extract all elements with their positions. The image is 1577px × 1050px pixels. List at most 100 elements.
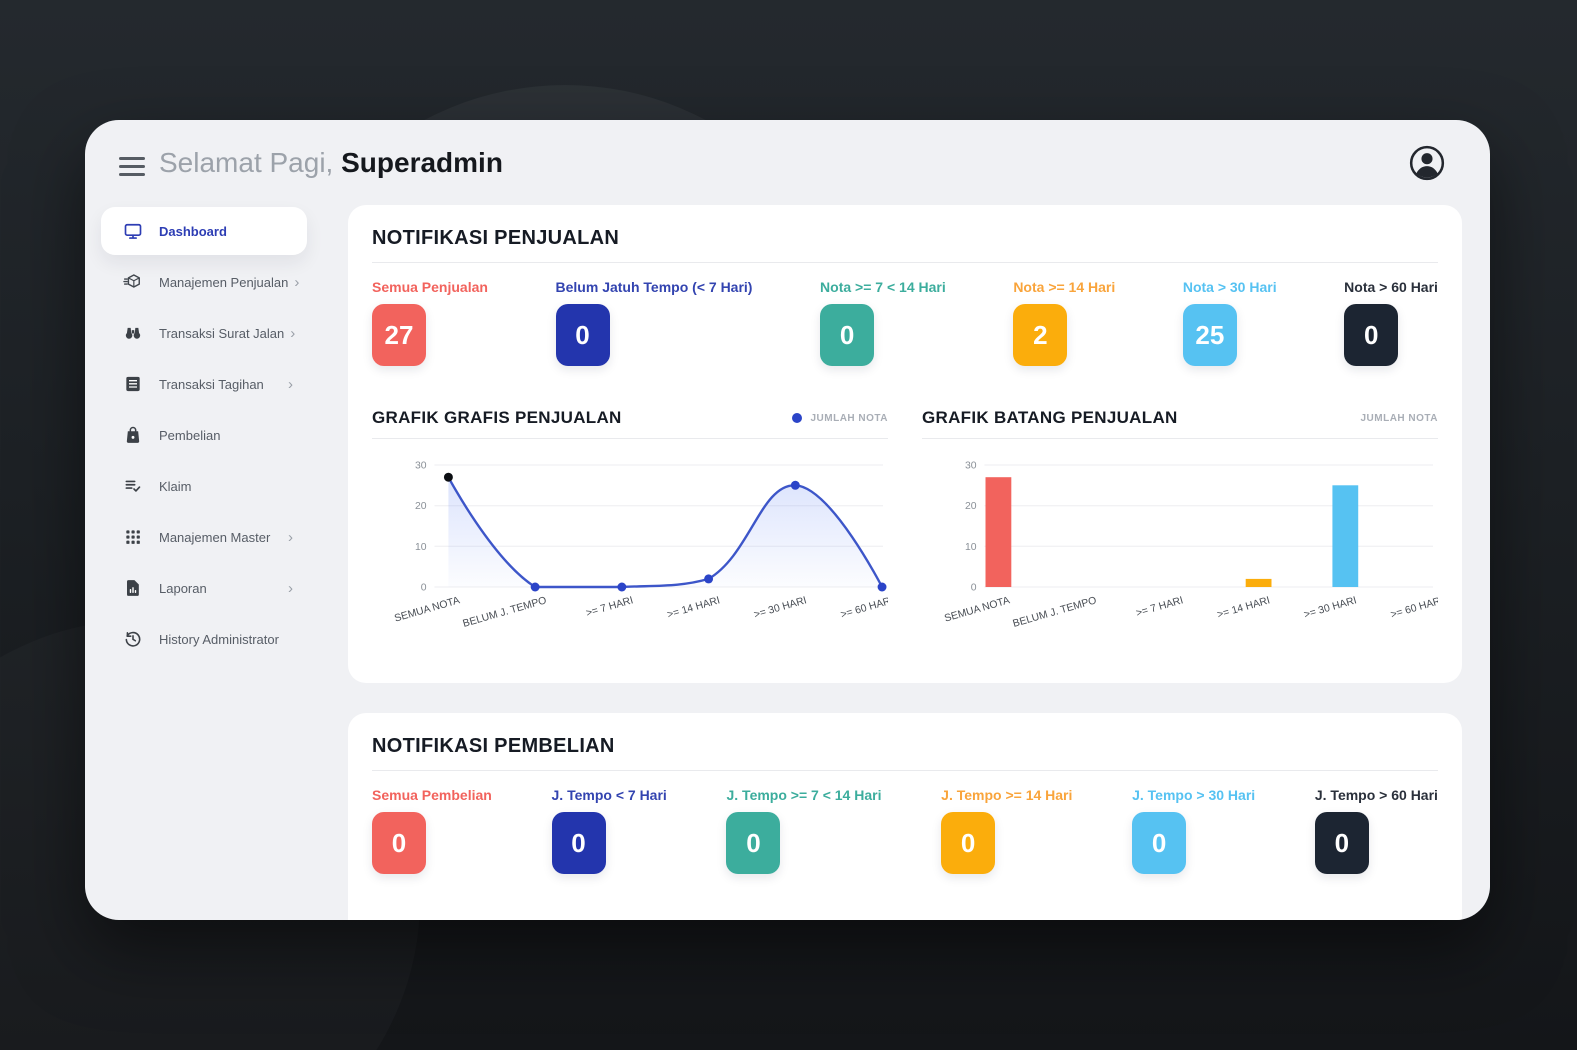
x-axis-label: >= 60 HARI	[840, 595, 888, 621]
bar-chart-block: GRAFIK BATANG PENJUALAN JUMLAH NOTA 0 10 2…	[922, 408, 1438, 632]
sidebar-item-dashboard[interactable]: Dashboard	[101, 207, 307, 255]
stat-value-badge: 27	[372, 304, 426, 366]
invoice-icon	[123, 374, 143, 394]
divider	[372, 438, 888, 439]
y-axis-label: 20	[415, 501, 427, 512]
data-point	[704, 574, 714, 584]
stat-value-badge: 0	[372, 812, 426, 874]
stat-label: Nota >= 7 < 14 Hari	[820, 279, 946, 295]
stat-card-nota-14-hari: Nota >= 14 Hari 2	[1013, 279, 1115, 366]
stat-card-nota-7-14-hari: Nota >= 7 < 14 Hari 0	[820, 279, 946, 366]
divider	[922, 438, 1438, 439]
stat-value: 0	[575, 319, 590, 350]
x-axis-label: >= 7 HARI	[1135, 595, 1185, 619]
sidebar-item-transaksi-tagihan[interactable]: Transaksi Tagihan ›	[101, 360, 307, 408]
sidebar: Dashboard Manajemen Penjualan › Transaksi S…	[85, 207, 340, 666]
data-point	[617, 582, 627, 592]
checklist-icon	[123, 476, 143, 496]
stat-value: 0	[1363, 319, 1379, 350]
monitor-icon	[123, 221, 143, 241]
grid-icon	[123, 527, 143, 547]
pembelian-section-title: NOTIFIKASI PEMBELIAN	[372, 735, 615, 757]
y-axis-label: 30	[415, 460, 427, 471]
chevron-right-icon: ›	[288, 528, 293, 546]
greeting-text: Selamat Pagi,	[159, 147, 334, 178]
stat-value-badge: 0	[820, 304, 875, 366]
data-point	[877, 582, 887, 592]
x-axis-label: >= 14 HARI	[1216, 595, 1271, 621]
bar-chart-legend: JUMLAH NOTA	[1360, 413, 1438, 424]
stat-value-badge: 0	[941, 812, 996, 874]
stat-card-j-tempo-7-14-hari: J. Tempo >= 7 < 14 Hari 0	[726, 787, 881, 874]
sidebar-item-history-administrator[interactable]: History Administrator	[101, 615, 307, 663]
pembelian-panel: NOTIFIKASI PEMBELIAN Semua Pembelian 0 J. …	[348, 713, 1462, 920]
chevron-right-icon: ›	[288, 579, 293, 597]
package-icon	[123, 272, 143, 292]
legend-dot-icon	[792, 413, 803, 423]
bar-chart: 0 10 20 30 SEMUA NOTA BELUM J. TEMPO >= 7 HARI…	[943, 460, 1438, 629]
stat-card-nota-60-hari: Nota > 60 Hari 0	[1344, 279, 1438, 366]
stat-value-badge: 0	[726, 812, 781, 874]
stat-value: 25	[1195, 319, 1225, 350]
stat-label: Nota >= 14 Hari	[1013, 279, 1116, 295]
menu-toggle-icon[interactable]	[119, 157, 145, 176]
bar	[1245, 578, 1272, 587]
report-icon	[123, 578, 143, 598]
sidebar-item-transaksi-surat-jalan[interactable]: Transaksi Surat Jalan ›	[101, 309, 307, 357]
area-fill	[448, 477, 883, 587]
sidebar-item-klaim[interactable]: Klaim	[101, 462, 307, 510]
data-point	[530, 582, 540, 592]
chevron-right-icon: ›	[290, 324, 296, 342]
x-axis-label: SEMUA NOTA	[943, 595, 1011, 624]
stat-value: 0	[746, 827, 761, 858]
pembelian-stats-row: Semua Pembelian 0 J. Tempo < 7 Hari 0 J. Tem…	[372, 787, 1438, 874]
app-window: Selamat Pagi, Superadmin Dashboard Manaje…	[85, 120, 1490, 920]
chevron-right-icon: ›	[288, 375, 293, 393]
stat-value: 0	[391, 827, 407, 858]
divider	[372, 770, 1438, 771]
line-chart-title: GRAFIK GRAFIS PENJUALAN	[372, 408, 622, 427]
stat-card-j-tempo-14-hari: J. Tempo >= 14 Hari 0	[941, 787, 1072, 874]
legend-label: JUMLAH NOTA	[810, 412, 888, 424]
user-avatar[interactable]	[1408, 144, 1446, 182]
sidebar-item-manajemen-penjualan[interactable]: Manajemen Penjualan ›	[101, 258, 307, 306]
stat-value-badge: 0	[551, 812, 606, 874]
x-axis-label: >= 30 HARI	[753, 595, 808, 621]
legend-label: JUMLAH NOTA	[1360, 412, 1438, 424]
stat-value-badge: 0	[1344, 304, 1399, 366]
stat-value-badge: 2	[1013, 304, 1068, 366]
bar-chart-title: GRAFIK BATANG PENJUALAN	[922, 408, 1178, 427]
stat-value-badge: 0	[555, 304, 610, 366]
stat-label: Semua Penjualan	[372, 279, 488, 295]
stat-card-semua-penjualan: Semua Penjualan 27	[372, 279, 488, 366]
stat-label: J. Tempo > 30 Hari	[1132, 787, 1256, 803]
stat-value: 0	[1151, 827, 1167, 858]
stat-label: Nota > 60 Hari	[1344, 279, 1438, 295]
stat-card-j-tempo-60-hari: J. Tempo > 60 Hari 0	[1314, 787, 1438, 874]
y-axis-label: 10	[415, 542, 427, 553]
x-axis-label: >= 30 HARI	[1303, 595, 1358, 621]
stat-value: 0	[960, 827, 976, 858]
x-axis-label: BELUM J. TEMPO	[462, 595, 548, 630]
binoculars-icon	[123, 323, 143, 343]
sidebar-item-manajemen-master[interactable]: Manajemen Master ›	[101, 513, 307, 561]
penjualan-panel: NOTIFIKASI PENJUALAN Semua Penjualan 27 Be…	[348, 205, 1462, 683]
divider	[372, 262, 1438, 263]
stat-card-nota-30-hari: Nota > 30 Hari 25	[1182, 279, 1277, 366]
sidebar-item-laporan[interactable]: Laporan ›	[101, 564, 307, 612]
data-point	[790, 480, 800, 490]
stat-label: J. Tempo > 60 Hari	[1314, 787, 1438, 803]
line-chart: 0 10 20 30 SEMUA NOTA BELUM J. TEMPO >= 7 HARI…	[393, 460, 888, 630]
stat-card-belum-jatuh-tempo-7-hari: Belum Jatuh Tempo (< 7 Hari) 0	[555, 279, 752, 366]
x-axis-label: >= 60 HARI	[1390, 595, 1438, 621]
stat-value-badge: 25	[1182, 304, 1237, 366]
sidebar-item-pembelian[interactable]: Pembelian	[101, 411, 307, 459]
stat-value: 2	[1033, 319, 1048, 350]
stat-value-badge: 0	[1314, 812, 1369, 874]
stat-value: 0	[1334, 827, 1350, 858]
line-chart-block: GRAFIK GRAFIS PENJUALAN JUMLAH NOTA 0 10 2…	[372, 408, 888, 632]
bag-icon	[123, 425, 143, 445]
bar	[985, 477, 1012, 587]
charts-row: GRAFIK GRAFIS PENJUALAN JUMLAH NOTA 0 10 2…	[372, 408, 1438, 632]
